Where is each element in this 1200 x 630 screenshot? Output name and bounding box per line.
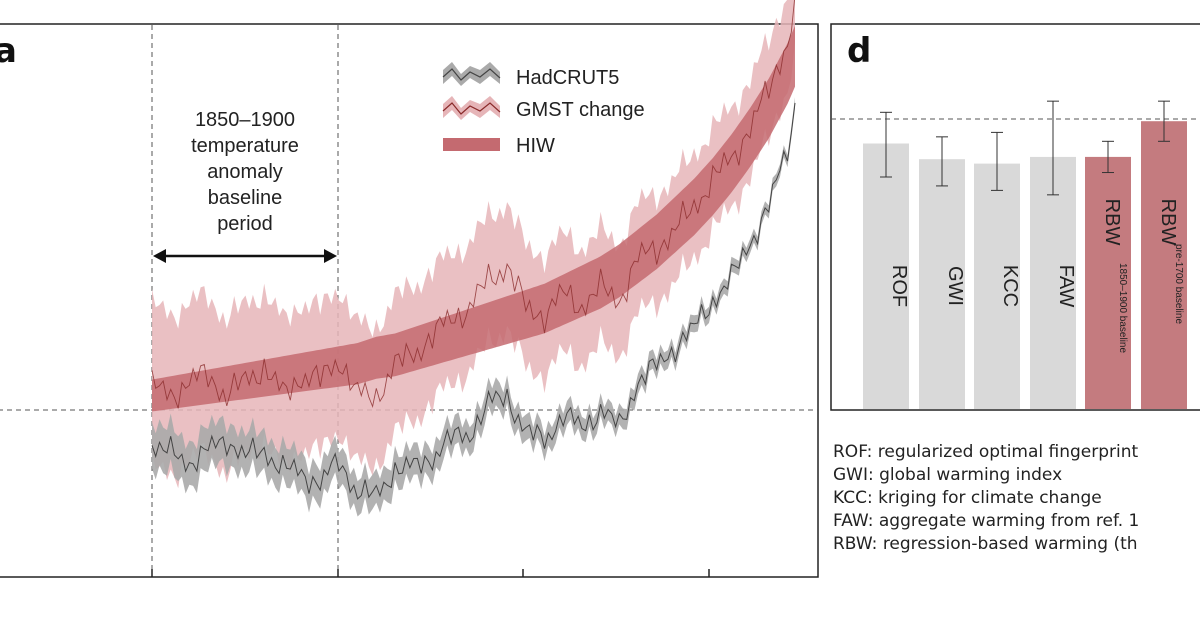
definition-gwi: GWI: global warming index: [833, 465, 1062, 485]
bar-sublabel: pre-1700 baseline: [1173, 244, 1184, 324]
bar-rbw: [1085, 156, 1131, 409]
annotation-line: temperature: [191, 135, 299, 157]
panel-a-frame: [0, 23, 819, 578]
panel-a: a 1850–1900 temperature anomaly baseline: [0, 0, 819, 578]
bar-label: KCC: [999, 265, 1021, 307]
baseline-annotation: 1850–1900 temperature anomaly baseline p…: [191, 109, 299, 235]
definition-rof: ROF: regularized optimal fingerprint: [833, 442, 1139, 462]
bar-rbw: [1141, 121, 1187, 409]
annotation-line: anomaly: [207, 161, 283, 183]
baseline-arrow-head-right: [324, 249, 337, 263]
legend-label-hadcrut5: HadCRUT5: [516, 67, 619, 89]
legend: HadCRUT5 GMST change HIW: [442, 62, 645, 157]
legend-item-hadcrut5: HadCRUT5: [442, 62, 619, 89]
legend-label-hiw: HIW: [516, 135, 555, 157]
baseline-arrow-head-left: [153, 249, 166, 263]
legend-swatch-hiw: [443, 138, 500, 151]
definition-rbw: RBW: regression-based warming (th: [833, 534, 1138, 554]
bar-label: ROF: [888, 265, 910, 307]
annotation-line: period: [217, 213, 273, 235]
gmst-change-line: [151, 0, 795, 409]
annotation-line: baseline: [208, 187, 283, 209]
legend-label-gmst-change: GMST change: [516, 99, 645, 121]
panel-a-letter: a: [0, 31, 17, 71]
hadcrut5-band: [152, 97, 795, 517]
bar-rof: [863, 143, 909, 409]
bar-gwi: [919, 159, 965, 409]
bar-sublabel: 1850–1900 baseline: [1117, 263, 1128, 354]
legend-swatch-hadcrut-band: [443, 62, 500, 86]
legend-swatch-hadcrut-line: [442, 68, 501, 81]
baseline-arrow: [153, 249, 337, 263]
bar-faw: [1030, 156, 1076, 409]
bar-label: RBW: [1101, 199, 1123, 246]
bar-label: FAW: [1055, 265, 1077, 308]
legend-item-gmst-change: GMST change: [442, 96, 645, 121]
definition-faw: FAW: aggregate warming from ref. 1: [833, 511, 1139, 531]
definition-kcc: KCC: kriging for climate change: [833, 488, 1102, 508]
hadcrut5-line: [151, 102, 796, 500]
bar-label: GWI: [944, 266, 966, 306]
bar-kcc: [974, 163, 1020, 409]
hiw-band: [152, 25, 795, 412]
legend-item-hiw: HIW: [443, 135, 555, 157]
annotation-line: 1850–1900: [195, 109, 295, 131]
series-layer: [151, 0, 796, 517]
bar-label: RBW: [1157, 199, 1179, 246]
legend-swatch-gmst-band: [443, 96, 500, 120]
panel-d-letter: d: [847, 31, 871, 71]
x-axis-ticks: [151, 569, 710, 577]
definitions-list: ROF: regularized optimal fingerprint GWI…: [833, 442, 1139, 554]
legend-swatch-gmst-line: [442, 102, 501, 115]
panel-d-frame: [830, 23, 1200, 411]
